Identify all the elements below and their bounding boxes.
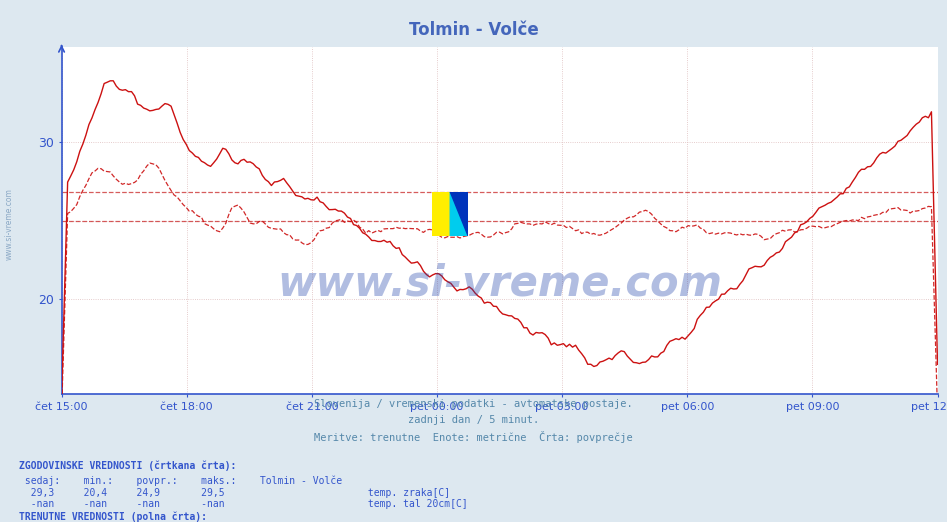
Text: Slovenija / vremenski podatki - avtomatske postaje.: Slovenija / vremenski podatki - avtomats… bbox=[314, 399, 633, 409]
Text: sedaj:    min.:    povpr.:    maks.:    Tolmin - Volče: sedaj: min.: povpr.: maks.: Tolmin - Vol… bbox=[19, 475, 342, 485]
Text: www.si-vreme.com: www.si-vreme.com bbox=[277, 262, 722, 304]
Text: Meritve: trenutne  Enote: metrične  Črta: povprečje: Meritve: trenutne Enote: metrične Črta: … bbox=[314, 431, 633, 443]
Polygon shape bbox=[450, 192, 468, 236]
Text: temp. zraka[C]: temp. zraka[C] bbox=[362, 488, 450, 497]
Text: 29,3     20,4     24,9       29,5: 29,3 20,4 24,9 29,5 bbox=[19, 488, 224, 497]
Bar bbox=[432, 192, 450, 236]
Text: ZGODOVINSKE VREDNOSTI (črtkana črta):: ZGODOVINSKE VREDNOSTI (črtkana črta): bbox=[19, 460, 237, 471]
Text: zadnji dan / 5 minut.: zadnji dan / 5 minut. bbox=[408, 415, 539, 425]
Text: TRENUTNE VREDNOSTI (polna črta):: TRENUTNE VREDNOSTI (polna črta): bbox=[19, 512, 207, 522]
Text: www.si-vreme.com: www.si-vreme.com bbox=[5, 188, 14, 260]
Text: -nan     -nan     -nan       -nan: -nan -nan -nan -nan bbox=[19, 499, 224, 508]
Polygon shape bbox=[450, 192, 468, 236]
Text: temp. tal 20cm[C]: temp. tal 20cm[C] bbox=[362, 499, 468, 508]
Text: Tolmin - Volče: Tolmin - Volče bbox=[408, 21, 539, 39]
